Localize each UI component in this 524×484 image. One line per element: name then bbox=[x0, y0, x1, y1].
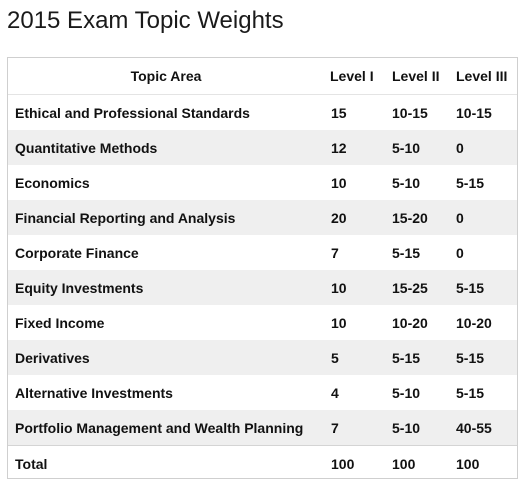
level-2-cell: 5-10 bbox=[392, 174, 421, 191]
table-total-row: Total 100 100 100 bbox=[8, 445, 517, 481]
level-1-cell: 10 bbox=[331, 314, 347, 331]
level-3-cell: 40-55 bbox=[450, 410, 517, 446]
level-3-cell: 10-20 bbox=[456, 314, 492, 331]
level-3-cell: 0 bbox=[450, 130, 517, 165]
table-row: Corporate Finance 7 5-15 0 bbox=[8, 235, 517, 270]
level-2-cell: 5-10 bbox=[385, 130, 450, 165]
topic-cell: Ethical and Professional Standards bbox=[15, 104, 250, 121]
level-2-cell: 15-20 bbox=[385, 200, 450, 235]
level-1-cell: 4 bbox=[331, 384, 339, 401]
table-header-row: Topic Area Level I Level II Level III bbox=[8, 58, 517, 95]
level-3-cell: 10-15 bbox=[456, 104, 492, 121]
level-1-cell: 10 bbox=[331, 174, 347, 191]
level-2-cell: 5-10 bbox=[385, 410, 450, 446]
total-level-3-cell: 100 bbox=[450, 445, 517, 481]
level-3-cell: 5-15 bbox=[456, 384, 485, 401]
level-3-cell: 0 bbox=[456, 244, 464, 261]
header-level-2: Level II bbox=[385, 58, 450, 95]
topic-cell: Corporate Finance bbox=[15, 244, 139, 261]
header-topic-area: Topic Area bbox=[8, 58, 324, 95]
level-2-cell: 5-10 bbox=[392, 384, 421, 401]
header-level-3: Level III bbox=[450, 58, 517, 95]
topic-cell: Financial Reporting and Analysis bbox=[8, 200, 324, 235]
level-2-cell: 5-15 bbox=[392, 244, 421, 261]
level-3-cell: 0 bbox=[450, 200, 517, 235]
table-row: Ethical and Professional Standards 15 10… bbox=[8, 95, 517, 131]
topic-weights-table-container: Topic Area Level I Level II Level III Et… bbox=[7, 57, 518, 481]
table-row: Economics 10 5-10 5-15 bbox=[8, 165, 517, 200]
topic-cell: Fixed Income bbox=[15, 314, 105, 331]
level-2-cell: 15-25 bbox=[385, 270, 450, 305]
level-1-cell: 5 bbox=[324, 340, 385, 375]
level-1-cell: 12 bbox=[324, 130, 385, 165]
table-row: Derivatives 5 5-15 5-15 bbox=[8, 340, 517, 375]
level-1-cell: 7 bbox=[331, 244, 339, 261]
level-3-cell: 5-15 bbox=[450, 340, 517, 375]
table-row: Portfolio Management and Wealth Planning… bbox=[8, 410, 517, 446]
table-row: Financial Reporting and Analysis 20 15-2… bbox=[8, 200, 517, 235]
table-row: Equity Investments 10 15-25 5-15 bbox=[8, 270, 517, 305]
header-level-1: Level I bbox=[324, 58, 385, 95]
level-2-cell: 10-20 bbox=[392, 314, 428, 331]
level-1-cell: 15 bbox=[331, 104, 347, 121]
topic-cell: Derivatives bbox=[8, 340, 324, 375]
table-row: Fixed Income 10 10-20 10-20 bbox=[8, 305, 517, 340]
level-1-cell: 20 bbox=[324, 200, 385, 235]
topic-cell: Economics bbox=[15, 174, 90, 191]
level-3-cell: 5-15 bbox=[456, 174, 485, 191]
topic-cell: Equity Investments bbox=[8, 270, 324, 305]
table-row: Alternative Investments 4 5-10 5-15 bbox=[8, 375, 517, 410]
page-title: 2015 Exam Topic Weights bbox=[7, 7, 284, 34]
topic-cell: Alternative Investments bbox=[15, 384, 173, 401]
level-1-cell: 10 bbox=[324, 270, 385, 305]
topic-cell: Portfolio Management and Wealth Planning bbox=[8, 410, 324, 446]
level-1-cell: 7 bbox=[324, 410, 385, 446]
topic-cell: Quantitative Methods bbox=[8, 130, 324, 165]
level-2-cell: 5-15 bbox=[385, 340, 450, 375]
total-level-1-cell: 100 bbox=[324, 445, 385, 481]
level-3-cell: 5-15 bbox=[450, 270, 517, 305]
table-row: Quantitative Methods 12 5-10 0 bbox=[8, 130, 517, 165]
total-label-cell: Total bbox=[8, 445, 324, 481]
total-level-2-cell: 100 bbox=[385, 445, 450, 481]
topic-weights-table: Topic Area Level I Level II Level III Et… bbox=[8, 58, 517, 481]
level-2-cell: 10-15 bbox=[392, 104, 428, 121]
